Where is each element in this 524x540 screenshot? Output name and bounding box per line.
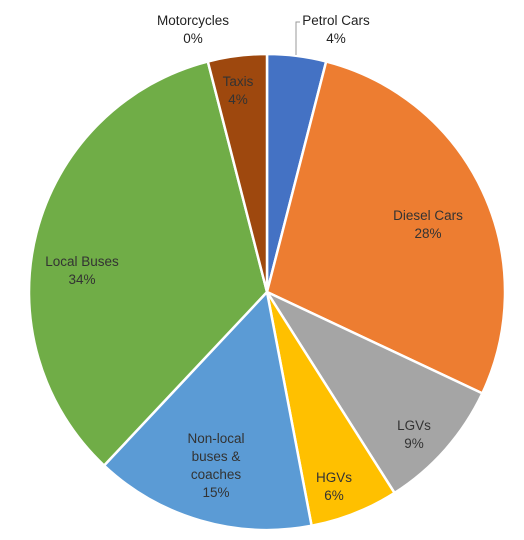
pie-slices xyxy=(27,52,507,532)
pie-slice-non-local-buses-coaches xyxy=(102,290,313,532)
slice-label-local-buses: Local Buses 34% xyxy=(45,254,119,287)
slice-label-hgvs: HGVs 6% xyxy=(316,470,352,503)
slice-label-diesel-cars: Diesel Cars 28% xyxy=(393,208,463,241)
leader-line xyxy=(295,21,300,55)
pie-slice-lgvs xyxy=(265,290,484,495)
slice-label-lgvs: LGVs 9% xyxy=(397,418,431,451)
leader-lines xyxy=(295,21,300,55)
pie-slice-diesel-cars xyxy=(265,60,507,395)
slice-label-motorcycles: Motorcycles 0% xyxy=(157,13,229,46)
slice-label-petrol-cars: Petrol Cars 4% xyxy=(302,13,370,46)
pie-slice-local-buses xyxy=(27,60,269,467)
slice-labels: Petrol Cars 4% Diesel Cars 28% LGVs 9% HGVs 6% N… xyxy=(45,13,463,503)
pie-slice-taxis xyxy=(206,52,269,294)
slice-label-taxis: Taxis 4% xyxy=(223,74,254,107)
slice-label-non-local-buses-coaches: Non-local buses & coaches 15% xyxy=(187,431,244,500)
